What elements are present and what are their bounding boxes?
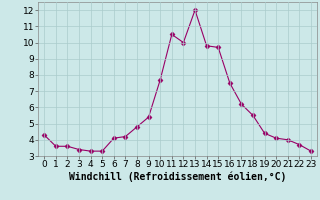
X-axis label: Windchill (Refroidissement éolien,°C): Windchill (Refroidissement éolien,°C) [69,172,286,182]
